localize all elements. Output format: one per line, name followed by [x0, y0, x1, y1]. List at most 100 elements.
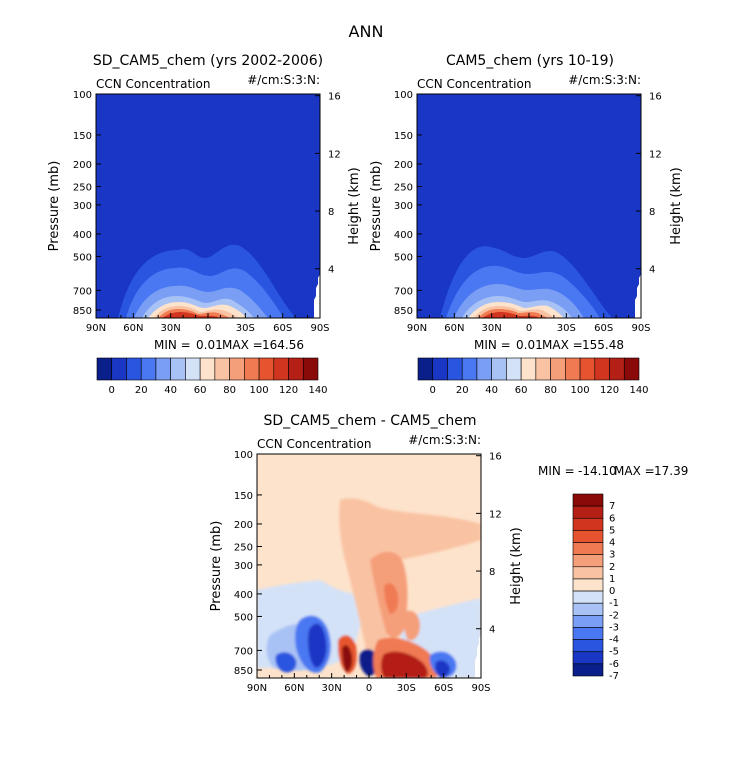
colorbar-swatch: [185, 357, 201, 381]
colorbar-tick-label: 80: [544, 385, 557, 396]
min-value: -14.10: [578, 464, 617, 478]
y-tick-label: 700: [73, 286, 92, 297]
colorbar-swatch: [155, 357, 171, 381]
max-label: MAX =: [614, 464, 655, 478]
min-label: MIN =: [154, 338, 191, 352]
colorbar-swatch: [214, 357, 230, 381]
colorbar-swatch: [417, 357, 434, 381]
x-tick-label: 30S: [236, 323, 255, 334]
panel-cam5-chem: CAM5_chem (yrs 10-19) CCN Concentration …: [369, 53, 684, 396]
x-tick-label: 30N: [322, 683, 342, 694]
colorbar-tick-label: 40: [485, 385, 498, 396]
colorbar: 0 20 40 60 80 100 120 140: [417, 357, 649, 396]
colorbar-tick-label: -7: [609, 671, 619, 682]
colorbar-tick-label: 60: [515, 385, 528, 396]
y-tick-label: 200: [234, 520, 253, 531]
colorbar-tick-label: -6: [609, 659, 619, 670]
x-tick-label: 90S: [471, 683, 490, 694]
y2-axis-label: Height (km): [347, 167, 362, 244]
variable-label: CCN Concentration: [417, 77, 531, 91]
y2-tick-label: 16: [328, 92, 341, 103]
y-tick-label: 250: [394, 182, 413, 193]
positive-surface-sh-core: [381, 651, 428, 678]
colorbar-tick-label: 4: [609, 538, 615, 549]
colorbar-swatch: [258, 357, 275, 381]
colorbar-swatch: [572, 627, 604, 640]
y-tick-label: 100: [73, 90, 92, 101]
contour-field: [96, 94, 320, 318]
y-axis-label: Pressure (mb): [369, 161, 384, 252]
units-label: #/cm:S:3:N:: [568, 73, 641, 87]
colorbar-swatch: [572, 566, 604, 580]
y2-tick-label: 4: [649, 265, 655, 276]
y-tick-label: 850: [234, 666, 253, 677]
colorbar-swatch: [126, 357, 142, 381]
x-tick-label: 0: [205, 323, 211, 334]
y-tick-label: 150: [73, 131, 92, 142]
min-label: MIN =: [538, 464, 575, 478]
colorbar-swatch: [476, 357, 492, 381]
y-axis-label: Pressure (mb): [209, 521, 224, 612]
colorbar-swatch: [609, 357, 625, 381]
colorbar: 0 20 40 60 80 100 120 140: [96, 357, 328, 396]
colorbar-swatch: [111, 357, 127, 381]
max-value: 17.39: [654, 464, 688, 478]
x-tick-label: 60S: [434, 683, 453, 694]
colorbar-swatch: [229, 357, 245, 381]
y-tick-label: 400: [394, 230, 413, 241]
y-tick-label: 300: [73, 201, 92, 212]
y-tick-label: 250: [73, 182, 92, 193]
colorbar-swatch: [199, 357, 216, 381]
colorbar-swatch: [461, 357, 478, 381]
x-tick-label: 90N: [86, 323, 106, 334]
colorbar-tick-label: -1: [609, 598, 619, 609]
axes: 90N 60N 30N 0 30S 60S 90S 100 150 200 250 300 400 500…: [234, 450, 502, 694]
figure-title: ANN: [349, 22, 384, 41]
colorbar-swatch: [572, 615, 604, 628]
units-label: #/cm:S:3:N:: [247, 73, 320, 87]
y-tick-label: 500: [234, 612, 253, 623]
y-tick-label: 100: [394, 90, 413, 101]
x-tick-label: 90S: [631, 323, 650, 334]
colorbar-tick-label: 120: [600, 385, 619, 396]
y-tick-label: 200: [394, 160, 413, 171]
y2-tick-label: 8: [649, 207, 655, 218]
colorbar-swatch: [572, 602, 604, 616]
y2-tick-label: 12: [489, 509, 502, 520]
panel-title: CAM5_chem (yrs 10-19): [446, 53, 614, 69]
colorbar-swatch: [96, 357, 113, 381]
colorbar-tick-label: -3: [609, 622, 619, 633]
positive-surface-nh-core: [342, 645, 353, 672]
axes: 90N 60N 30N 0 30S 60S 90S 100 150 200 250 300 400 500…: [73, 90, 341, 334]
colorbar-swatch: [572, 590, 604, 604]
colorbar-swatch: [140, 357, 157, 381]
y-tick-label: 500: [394, 252, 413, 263]
y-tick-label: 200: [73, 160, 92, 171]
colorbar-swatch: [535, 357, 551, 381]
colorbar-swatch: [572, 651, 604, 665]
colorbar-swatch: [447, 357, 463, 381]
colorbar-tick-label: -4: [609, 635, 619, 646]
contour-level-8: [162, 312, 220, 318]
y2-tick-label: 8: [328, 207, 334, 218]
colorbar-tick-label: 2: [609, 562, 615, 573]
x-tick-label: 60N: [444, 323, 464, 334]
colorbar-tick-label: 0: [609, 586, 615, 597]
y2-tick-label: 8: [489, 567, 495, 578]
colorbar-swatch: [594, 357, 610, 381]
colorbar-tick-label: -2: [609, 610, 619, 621]
colorbar-swatch: [572, 517, 604, 531]
topography-mask: [475, 454, 481, 678]
contour-field: [257, 454, 481, 678]
y2-tick-label: 12: [649, 149, 662, 160]
y2-tick-label: 4: [489, 625, 495, 636]
colorbar-tick-label: 20: [456, 385, 469, 396]
max-value: 164.56: [262, 338, 304, 352]
anomaly-shapes: [257, 498, 481, 678]
colorbar-tick-label: 100: [250, 385, 269, 396]
y-tick-label: 850: [73, 306, 92, 317]
min-label: MIN =: [474, 338, 511, 352]
variable-label: CCN Concentration: [96, 77, 210, 91]
variable-label: CCN Concentration: [257, 437, 371, 451]
